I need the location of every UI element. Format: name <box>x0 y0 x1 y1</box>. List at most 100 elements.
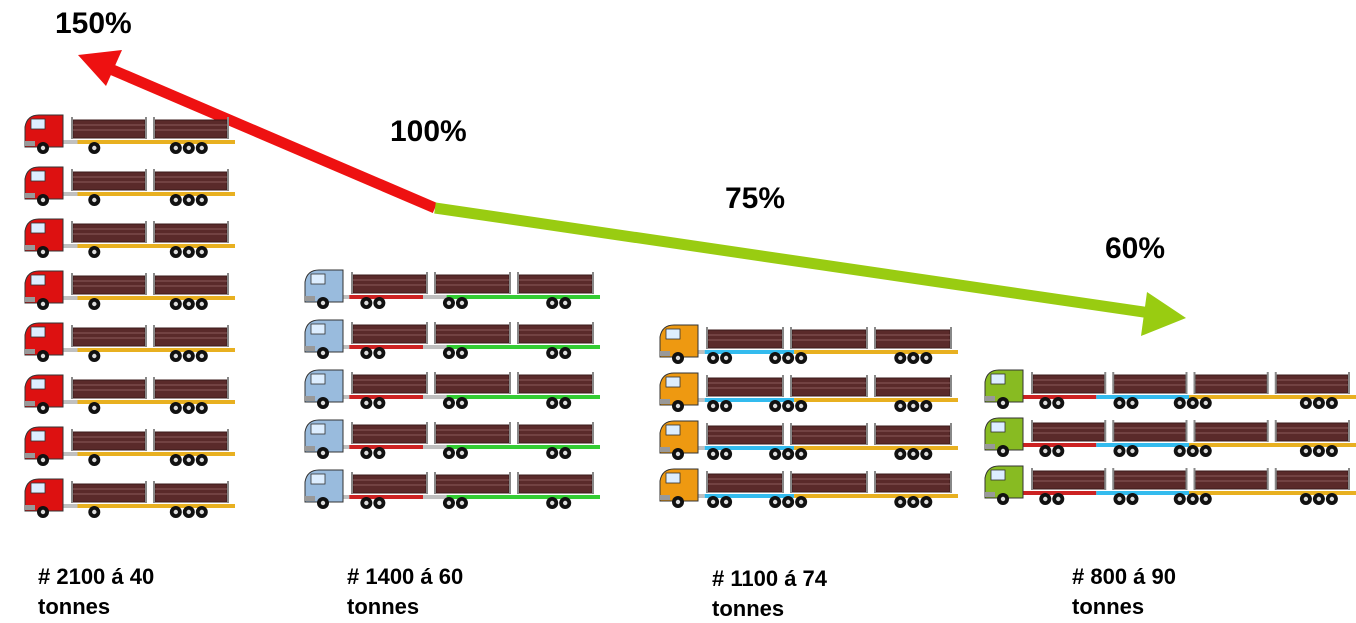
wheel-hub <box>186 197 191 203</box>
wheel-hub <box>320 350 326 356</box>
wheel-hub <box>1190 400 1195 406</box>
log-bundle <box>72 223 146 243</box>
log-bundle <box>1276 470 1349 490</box>
wheel-hub <box>898 355 903 361</box>
arrows <box>78 50 1186 336</box>
stake <box>1274 468 1277 490</box>
wheel-hub <box>924 355 929 361</box>
log-bundle <box>875 377 951 397</box>
cab-window <box>665 376 681 388</box>
wheel-hub <box>199 197 204 203</box>
wheel-hub <box>1316 496 1322 502</box>
stake <box>71 481 73 503</box>
wheel-hub <box>1130 496 1135 502</box>
stake <box>351 272 353 294</box>
log-bundle <box>352 274 427 294</box>
stake <box>351 322 353 344</box>
chassis <box>423 495 447 499</box>
wheel-hub <box>446 400 452 406</box>
chassis <box>77 400 235 404</box>
wheel-hub <box>911 451 916 457</box>
chassis <box>704 494 795 498</box>
stake <box>790 471 792 493</box>
stake <box>145 325 147 347</box>
stake <box>351 372 353 394</box>
chassis <box>423 295 447 299</box>
truck-icon <box>984 369 1356 409</box>
wheel-hub <box>772 451 778 457</box>
stake <box>1193 372 1196 394</box>
wheel-hub <box>772 355 778 361</box>
stake <box>426 472 428 494</box>
wheel-hub <box>723 355 729 361</box>
cab-window <box>665 328 681 340</box>
chassis <box>1189 491 1356 495</box>
bumper <box>25 141 35 146</box>
wheel-hub <box>550 500 555 506</box>
log-bundle <box>791 473 867 493</box>
cab-window <box>30 326 46 338</box>
log-bundle <box>352 474 427 494</box>
chassis <box>704 398 795 402</box>
stake <box>145 221 147 243</box>
stake <box>782 375 784 397</box>
stake <box>592 322 594 344</box>
stake <box>153 221 155 243</box>
group-label: # 1100 á 74 <box>712 566 828 591</box>
stake <box>351 422 353 444</box>
wheel-hub <box>364 500 369 506</box>
stake <box>592 272 594 294</box>
stake <box>874 471 876 493</box>
log-bundle <box>435 274 510 294</box>
log-bundle <box>154 483 228 503</box>
log-bundle <box>72 379 146 399</box>
group-label: tonnes <box>347 594 419 619</box>
wheel-hub <box>92 405 97 411</box>
wheel-hub <box>92 509 97 515</box>
chassis <box>77 192 235 196</box>
wheel-hub <box>459 350 465 356</box>
log-bundle <box>518 424 593 444</box>
stake <box>874 375 876 397</box>
wheel-hub <box>459 450 465 456</box>
wheel-hub <box>675 403 681 409</box>
wheel-hub <box>785 499 791 505</box>
log-bundle <box>1276 374 1349 394</box>
green-arrow-head <box>1141 292 1186 336</box>
wheel-hub <box>1303 448 1309 454</box>
stake <box>71 429 73 451</box>
wheel-hub <box>364 450 369 456</box>
stake <box>1031 420 1033 442</box>
stake <box>790 327 792 349</box>
wheel-hub <box>40 249 46 255</box>
stake <box>434 372 436 394</box>
group-label: # 2100 á 40 <box>38 564 154 589</box>
bumper <box>660 399 670 404</box>
stake <box>145 429 147 451</box>
wheel-hub <box>40 301 46 307</box>
wheel-hub <box>1303 496 1309 502</box>
wheel-hub <box>1056 400 1061 406</box>
green-arrow-shaft <box>434 202 1151 319</box>
wheel-hub <box>798 499 804 505</box>
stake <box>1112 468 1115 490</box>
wheel-hub <box>199 509 204 515</box>
group-label: # 1400 á 60 <box>347 564 463 589</box>
wheel-hub <box>377 300 382 306</box>
stake <box>71 221 73 243</box>
wheel-hub <box>898 403 903 409</box>
stake <box>426 272 428 294</box>
chassis <box>349 495 423 499</box>
truck-icon <box>984 417 1356 457</box>
wheel-hub <box>459 400 465 406</box>
stake <box>517 372 519 394</box>
stake <box>426 422 428 444</box>
stake <box>227 377 229 399</box>
chassis <box>349 445 423 449</box>
wheel-hub <box>1117 448 1122 454</box>
chassis <box>1022 395 1097 399</box>
stake <box>145 377 147 399</box>
cab-window <box>30 482 46 494</box>
log-bundle <box>154 171 228 191</box>
truck-icon <box>24 218 235 258</box>
